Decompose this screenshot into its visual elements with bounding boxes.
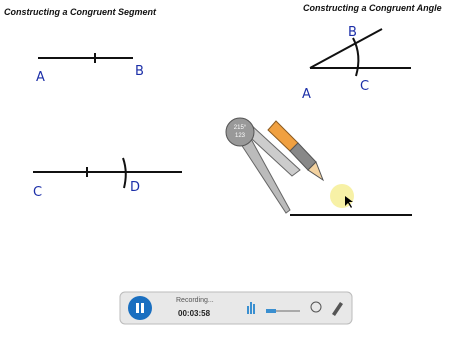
pause-icon xyxy=(141,303,144,313)
recorder-bar: Recording... 00:03:58 xyxy=(119,291,353,325)
arc xyxy=(352,37,360,77)
volume-slider[interactable] xyxy=(266,310,300,312)
label: B xyxy=(348,25,357,40)
angle-heading: Constructing a Congruent Angle xyxy=(303,3,442,13)
angle-ray xyxy=(309,28,383,69)
pause-button[interactable] xyxy=(128,296,152,320)
pencil-tip xyxy=(307,161,325,182)
arc xyxy=(122,157,127,189)
recording-status: Recording... xyxy=(176,297,214,304)
label: D xyxy=(130,180,140,195)
label: A xyxy=(302,87,311,102)
segment-heading: Constructing a Congruent Segment xyxy=(4,7,157,17)
audio-meter[interactable] xyxy=(247,302,255,314)
pen-button[interactable] xyxy=(332,302,343,316)
label: A xyxy=(36,70,45,85)
pause-icon xyxy=(136,303,139,313)
webcam-button[interactable] xyxy=(310,301,322,313)
compass-label: 215° xyxy=(234,125,247,131)
compass-hinge xyxy=(225,117,255,147)
compass-label: 123 xyxy=(235,133,246,139)
recorder-panel xyxy=(119,291,353,325)
cursor xyxy=(345,196,353,208)
volume-level xyxy=(266,309,276,313)
compass: 215° 123 xyxy=(225,117,325,214)
label: C xyxy=(360,79,369,94)
label: B xyxy=(135,64,144,79)
label: C xyxy=(33,185,42,200)
recording-time: 00:03:58 xyxy=(178,309,211,318)
